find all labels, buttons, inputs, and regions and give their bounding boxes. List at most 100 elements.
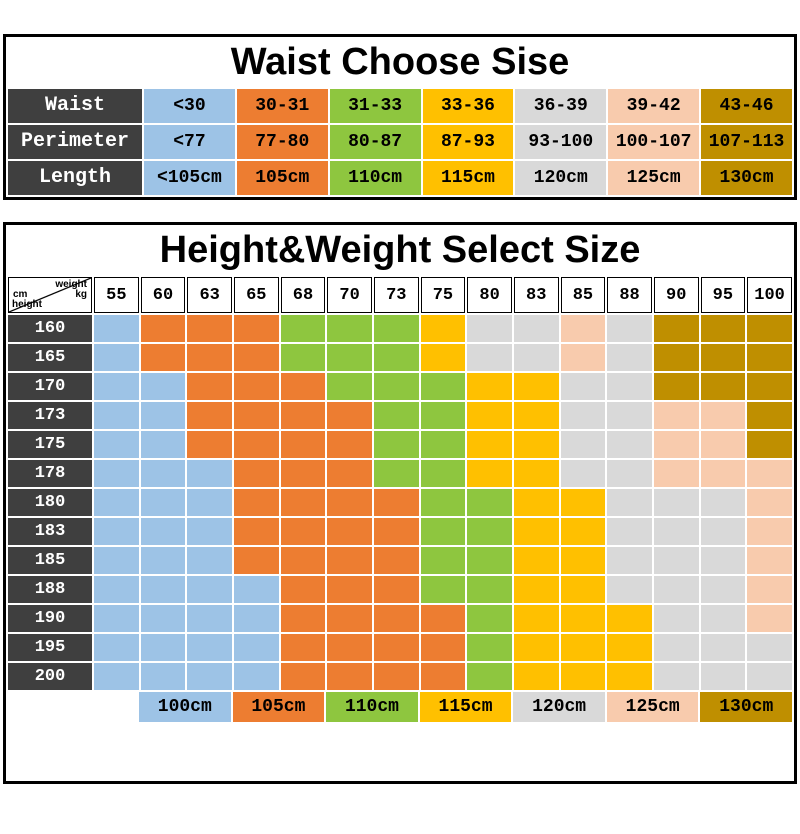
matrix-cell bbox=[560, 518, 606, 546]
matrix-cell bbox=[700, 402, 746, 430]
height-header-cell: 173 bbox=[8, 402, 92, 430]
matrix-cell bbox=[747, 605, 792, 633]
size-chart-page: Waist Choose Sise Waist <30 30-31 31-33 33-3… bbox=[0, 34, 800, 785]
matrix-cell bbox=[700, 518, 746, 546]
matrix-cell bbox=[653, 634, 699, 662]
waist-table-title: Waist Choose Sise bbox=[230, 41, 570, 83]
matrix-cell bbox=[607, 663, 652, 691]
matrix-cell bbox=[327, 547, 372, 575]
matrix-cell bbox=[327, 634, 372, 662]
waist-row-label: Waist bbox=[8, 89, 142, 124]
matrix-cell bbox=[420, 605, 466, 633]
matrix-cell bbox=[233, 373, 279, 401]
matrix-cell bbox=[94, 518, 139, 546]
waist-row-label: Length bbox=[8, 161, 142, 196]
matrix-cell bbox=[327, 402, 372, 430]
matrix-cell bbox=[513, 402, 559, 430]
waist-size-cell: 130cm bbox=[701, 161, 792, 196]
matrix-cell bbox=[420, 315, 466, 343]
waist-size-cell: 36-39 bbox=[515, 89, 607, 124]
matrix-cell bbox=[233, 634, 279, 662]
waist-size-cell: 87-93 bbox=[422, 125, 514, 160]
matrix-cell bbox=[280, 315, 326, 343]
waist-size-cell: 43-46 bbox=[701, 89, 792, 124]
matrix-cell bbox=[327, 431, 372, 459]
matrix-cell bbox=[187, 344, 232, 372]
matrix-row: 173 bbox=[8, 402, 792, 430]
matrix-cell bbox=[327, 489, 372, 517]
matrix-cell bbox=[327, 605, 372, 633]
weight-header-row: weight cm kg height 55 60 63 65 68 70 73 75 80 83… bbox=[8, 277, 792, 314]
matrix-cell bbox=[420, 460, 466, 488]
matrix-cell bbox=[607, 402, 652, 430]
legend-item: 130cm bbox=[700, 692, 793, 723]
waist-size-cell: 120cm bbox=[515, 161, 607, 196]
weight-header-cell: 88 bbox=[607, 277, 652, 314]
waist-size-cell: <77 bbox=[144, 125, 235, 160]
matrix-cell bbox=[140, 431, 186, 459]
matrix-cell bbox=[467, 518, 512, 546]
matrix-cell bbox=[373, 605, 419, 633]
matrix-cell bbox=[607, 344, 652, 372]
matrix-row: 165 bbox=[8, 344, 792, 372]
matrix-cell bbox=[560, 460, 606, 488]
waist-size-cell: <30 bbox=[144, 89, 235, 124]
matrix-cell bbox=[140, 489, 186, 517]
matrix-cell bbox=[94, 402, 139, 430]
matrix-cell bbox=[607, 634, 652, 662]
matrix-cell bbox=[327, 576, 372, 604]
matrix-cell bbox=[560, 344, 606, 372]
legend-item: 110cm bbox=[326, 692, 418, 723]
matrix-cell bbox=[373, 547, 419, 575]
matrix-cell bbox=[700, 605, 746, 633]
weight-axis-label: weight bbox=[55, 279, 87, 291]
matrix-cell bbox=[420, 576, 466, 604]
matrix-cell bbox=[187, 547, 232, 575]
matrix-cell bbox=[420, 489, 466, 517]
matrix-cell bbox=[747, 489, 792, 517]
weight-header-cell: 100 bbox=[747, 277, 792, 314]
matrix-cell bbox=[747, 547, 792, 575]
matrix-cell bbox=[653, 663, 699, 691]
matrix-cell bbox=[747, 402, 792, 430]
matrix-cell bbox=[140, 663, 186, 691]
weight-header-cell: 95 bbox=[700, 277, 746, 314]
matrix-cell bbox=[607, 373, 652, 401]
weight-header-cell: 63 bbox=[187, 277, 232, 314]
waist-size-cell: 77-80 bbox=[236, 125, 328, 160]
matrix-cell bbox=[94, 663, 139, 691]
matrix-cell bbox=[653, 576, 699, 604]
matrix-cell bbox=[560, 663, 606, 691]
matrix-cell bbox=[280, 431, 326, 459]
matrix-cell bbox=[187, 634, 232, 662]
matrix-cell bbox=[233, 344, 279, 372]
matrix-cell bbox=[233, 489, 279, 517]
weight-header-cell: 85 bbox=[560, 277, 606, 314]
matrix-cell bbox=[280, 489, 326, 517]
weight-header-cell: 60 bbox=[140, 277, 186, 314]
matrix-cell bbox=[233, 431, 279, 459]
matrix-cell bbox=[513, 605, 559, 633]
matrix-cell bbox=[140, 373, 186, 401]
matrix-cell bbox=[280, 373, 326, 401]
matrix-cell bbox=[700, 489, 746, 517]
matrix-cell bbox=[653, 518, 699, 546]
matrix-cell bbox=[700, 547, 746, 575]
matrix-cell bbox=[373, 431, 419, 459]
matrix-cell bbox=[560, 547, 606, 575]
waist-size-cell: 80-87 bbox=[329, 125, 421, 160]
matrix-row: 160 bbox=[8, 315, 792, 343]
matrix-cell bbox=[700, 634, 746, 662]
matrix-cell bbox=[560, 576, 606, 604]
matrix-cell bbox=[747, 576, 792, 604]
weight-header-cell: 55 bbox=[94, 277, 139, 314]
matrix-cell bbox=[513, 315, 559, 343]
matrix-cell bbox=[607, 489, 652, 517]
height-axis-label: height bbox=[12, 299, 42, 311]
matrix-cell bbox=[94, 576, 139, 604]
matrix-cell bbox=[420, 547, 466, 575]
matrix-cell bbox=[467, 663, 512, 691]
matrix-cell bbox=[187, 518, 232, 546]
matrix-cell bbox=[700, 663, 746, 691]
waist-size-cell: 30-31 bbox=[236, 89, 328, 124]
